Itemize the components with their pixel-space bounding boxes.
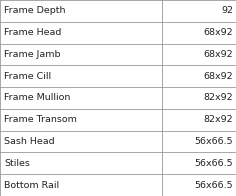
Text: 92: 92	[221, 6, 233, 15]
Text: 56x66.5: 56x66.5	[194, 181, 233, 190]
Text: Frame Transom: Frame Transom	[4, 115, 77, 124]
Text: 68x92: 68x92	[203, 28, 233, 37]
Text: 68x92: 68x92	[203, 72, 233, 81]
Text: Bottom Rail: Bottom Rail	[4, 181, 59, 190]
Text: Sash Head: Sash Head	[4, 137, 55, 146]
Text: Frame Head: Frame Head	[4, 28, 62, 37]
Text: Frame Depth: Frame Depth	[4, 6, 66, 15]
Text: 68x92: 68x92	[203, 50, 233, 59]
Text: 82x92: 82x92	[203, 93, 233, 103]
Text: 82x92: 82x92	[203, 115, 233, 124]
Text: Frame Mullion: Frame Mullion	[4, 93, 71, 103]
Text: Stiles: Stiles	[4, 159, 30, 168]
Text: Frame Jamb: Frame Jamb	[4, 50, 61, 59]
Text: 56x66.5: 56x66.5	[194, 137, 233, 146]
Text: 56x66.5: 56x66.5	[194, 159, 233, 168]
Text: Frame Cill: Frame Cill	[4, 72, 51, 81]
